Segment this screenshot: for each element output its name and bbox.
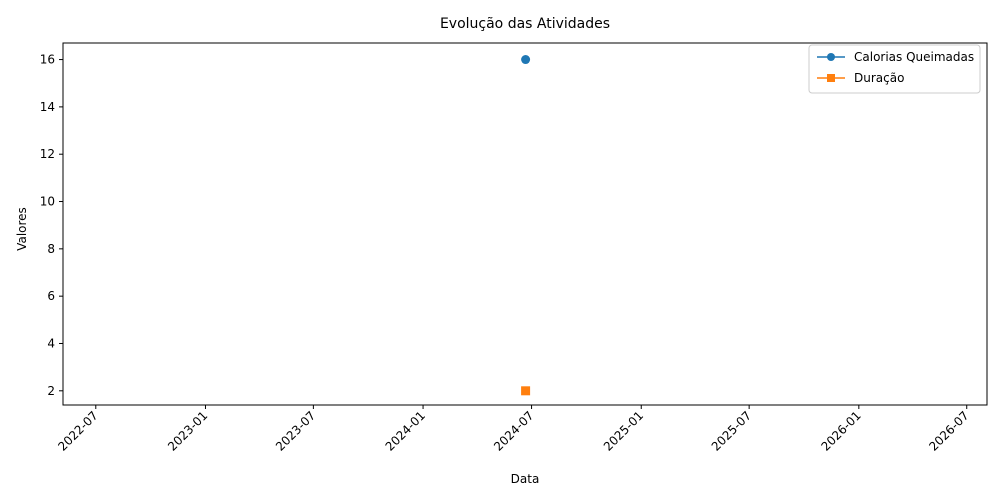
- y-tick-label: 12: [40, 147, 55, 161]
- legend-marker-square: [827, 74, 835, 82]
- x-axis-label: Data: [511, 472, 540, 486]
- x-tick-label: 2025-01: [601, 408, 646, 453]
- x-tick-label: 2024-07: [491, 408, 536, 453]
- y-axis-label: Valores: [15, 207, 29, 251]
- series-1: [521, 386, 531, 396]
- x-tick-label: 2023-01: [165, 408, 210, 453]
- plot-area: [62, 42, 988, 406]
- data-point-circle: [521, 55, 531, 65]
- legend-marker-circle: [827, 53, 835, 61]
- chart-title: Evolução das Atividades: [440, 16, 610, 32]
- legend-box: [808, 44, 981, 94]
- y-tick-label: 10: [40, 195, 55, 209]
- y-tick-label: 2: [47, 384, 55, 398]
- y-tick-label: 4: [47, 336, 55, 350]
- x-axis-ticks: 2022-07 2023-01 2023-07 2024-01 2024-07 2025-…: [55, 405, 972, 454]
- series-0: [521, 55, 531, 65]
- x-tick-label: 2025-07: [709, 408, 754, 453]
- legend-label: Duração: [854, 71, 904, 85]
- x-tick-label: 2023-07: [273, 408, 318, 453]
- x-tick-label: 2026-01: [818, 408, 863, 453]
- x-tick-label: 2024-01: [383, 408, 428, 453]
- y-tick-label: 16: [40, 53, 55, 67]
- y-tick-label: 14: [40, 100, 55, 114]
- legend: Calorias Queimadas Duração: [808, 44, 981, 94]
- y-tick-label: 6: [47, 289, 55, 303]
- x-tick-label: 2026-07: [926, 408, 971, 453]
- legend-label: Calorias Queimadas: [854, 50, 974, 64]
- x-tick-label: 2022-07: [55, 408, 100, 453]
- plot-frame: [62, 42, 988, 406]
- series-layer: [521, 55, 531, 396]
- y-axis-ticks: 2 4 6 8 10 12 14 16: [40, 53, 63, 398]
- data-point-square: [521, 386, 531, 396]
- y-tick-label: 8: [47, 242, 55, 256]
